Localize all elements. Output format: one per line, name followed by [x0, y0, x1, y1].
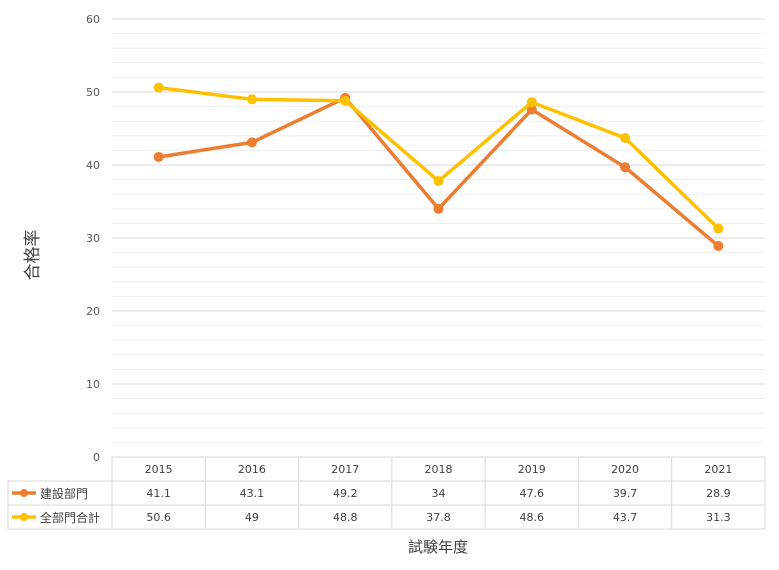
- data-point: [620, 132, 631, 143]
- table-value: 28.9: [706, 487, 731, 500]
- legend-key-marker: [20, 489, 28, 497]
- x-axis-label: 試験年度: [408, 538, 468, 556]
- table-value: 48.6: [520, 511, 545, 524]
- table-value: 47.6: [520, 487, 545, 500]
- series-lines: [153, 82, 724, 252]
- table-value: 49: [245, 511, 259, 524]
- x-category-label: 2017: [331, 463, 359, 476]
- table-value: 39.7: [613, 487, 638, 500]
- gridlines: [112, 18, 765, 443]
- table-value: 31.3: [706, 511, 731, 524]
- x-category-label: 2016: [238, 463, 266, 476]
- data-point: [153, 151, 164, 162]
- data-point: [433, 203, 444, 214]
- y-tick-label: 60: [86, 13, 100, 26]
- table-value: 34: [432, 487, 446, 500]
- data-point: [713, 241, 724, 252]
- table-value: 48.8: [333, 511, 358, 524]
- legend-series-name: 建設部門: [40, 486, 88, 501]
- data-point: [340, 95, 351, 106]
- x-category-label: 2019: [518, 463, 546, 476]
- table-value: 37.8: [426, 511, 451, 524]
- data-point: [526, 104, 537, 115]
- y-tick-label: 40: [86, 159, 100, 172]
- legend-series-name: 全部門合計: [40, 510, 100, 525]
- table-value: 50.6: [146, 511, 171, 524]
- y-tick-label: 10: [86, 378, 100, 391]
- data-point: [246, 94, 257, 105]
- y-tick-label: 30: [86, 232, 100, 245]
- y-tick-label: 50: [86, 86, 100, 99]
- x-category-label: 2018: [425, 463, 453, 476]
- legend-key-marker: [20, 513, 28, 521]
- data-point: [246, 137, 257, 148]
- data-point: [526, 97, 537, 108]
- y-axis-ticks: 0 10 20 30 40 50 60: [86, 13, 100, 464]
- y-tick-label: 0: [93, 451, 100, 464]
- data-point: [713, 223, 724, 234]
- table-value: 43.1: [240, 487, 265, 500]
- data-point: [620, 162, 631, 173]
- y-axis-label: 合格率: [23, 230, 43, 281]
- y-tick-label: 20: [86, 305, 100, 318]
- data-point: [433, 176, 444, 187]
- data-point: [153, 82, 164, 93]
- table-value: 49.2: [333, 487, 358, 500]
- x-category-label: 2015: [145, 463, 173, 476]
- data-table: 2015 2016 2017 2018 2019 2020 2021 建設部門 41.1 43.1…: [7, 456, 766, 530]
- x-category-label: 2020: [611, 463, 639, 476]
- table-value: 41.1: [146, 487, 171, 500]
- x-category-label: 2021: [704, 463, 732, 476]
- table-value: 43.7: [613, 511, 638, 524]
